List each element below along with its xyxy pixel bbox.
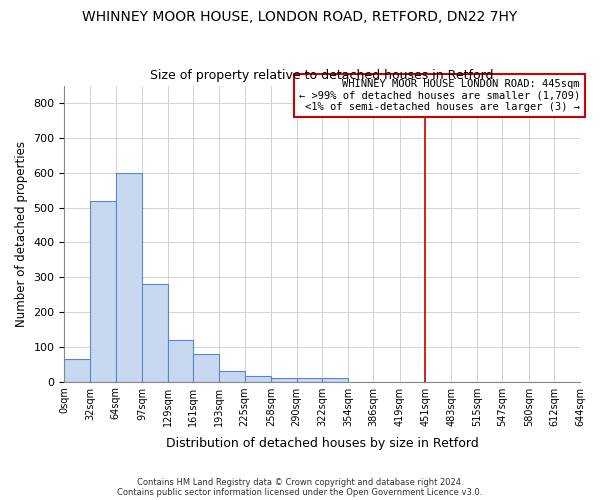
Bar [116,173,142,382]
Bar [90,200,116,382]
Text: WHINNEY MOOR HOUSE, LONDON ROAD, RETFORD, DN22 7HY: WHINNEY MOOR HOUSE, LONDON ROAD, RETFORD… [82,10,518,24]
Text: WHINNEY MOOR HOUSE LONDON ROAD: 445sqm
← >99% of detached houses are smaller (1,: WHINNEY MOOR HOUSE LONDON ROAD: 445sqm ←… [299,79,580,112]
Text: Contains HM Land Registry data © Crown copyright and database right 2024.
Contai: Contains HM Land Registry data © Crown c… [118,478,482,497]
Bar [64,359,90,382]
Bar [142,284,167,382]
Bar [296,378,322,382]
Bar [219,371,245,382]
Bar [167,340,193,382]
Y-axis label: Number of detached properties: Number of detached properties [15,140,28,326]
Bar [322,378,348,382]
Title: Size of property relative to detached houses in Retford: Size of property relative to detached ho… [151,69,494,82]
Bar [271,378,296,382]
Bar [245,376,271,382]
X-axis label: Distribution of detached houses by size in Retford: Distribution of detached houses by size … [166,437,479,450]
Bar [193,354,219,382]
